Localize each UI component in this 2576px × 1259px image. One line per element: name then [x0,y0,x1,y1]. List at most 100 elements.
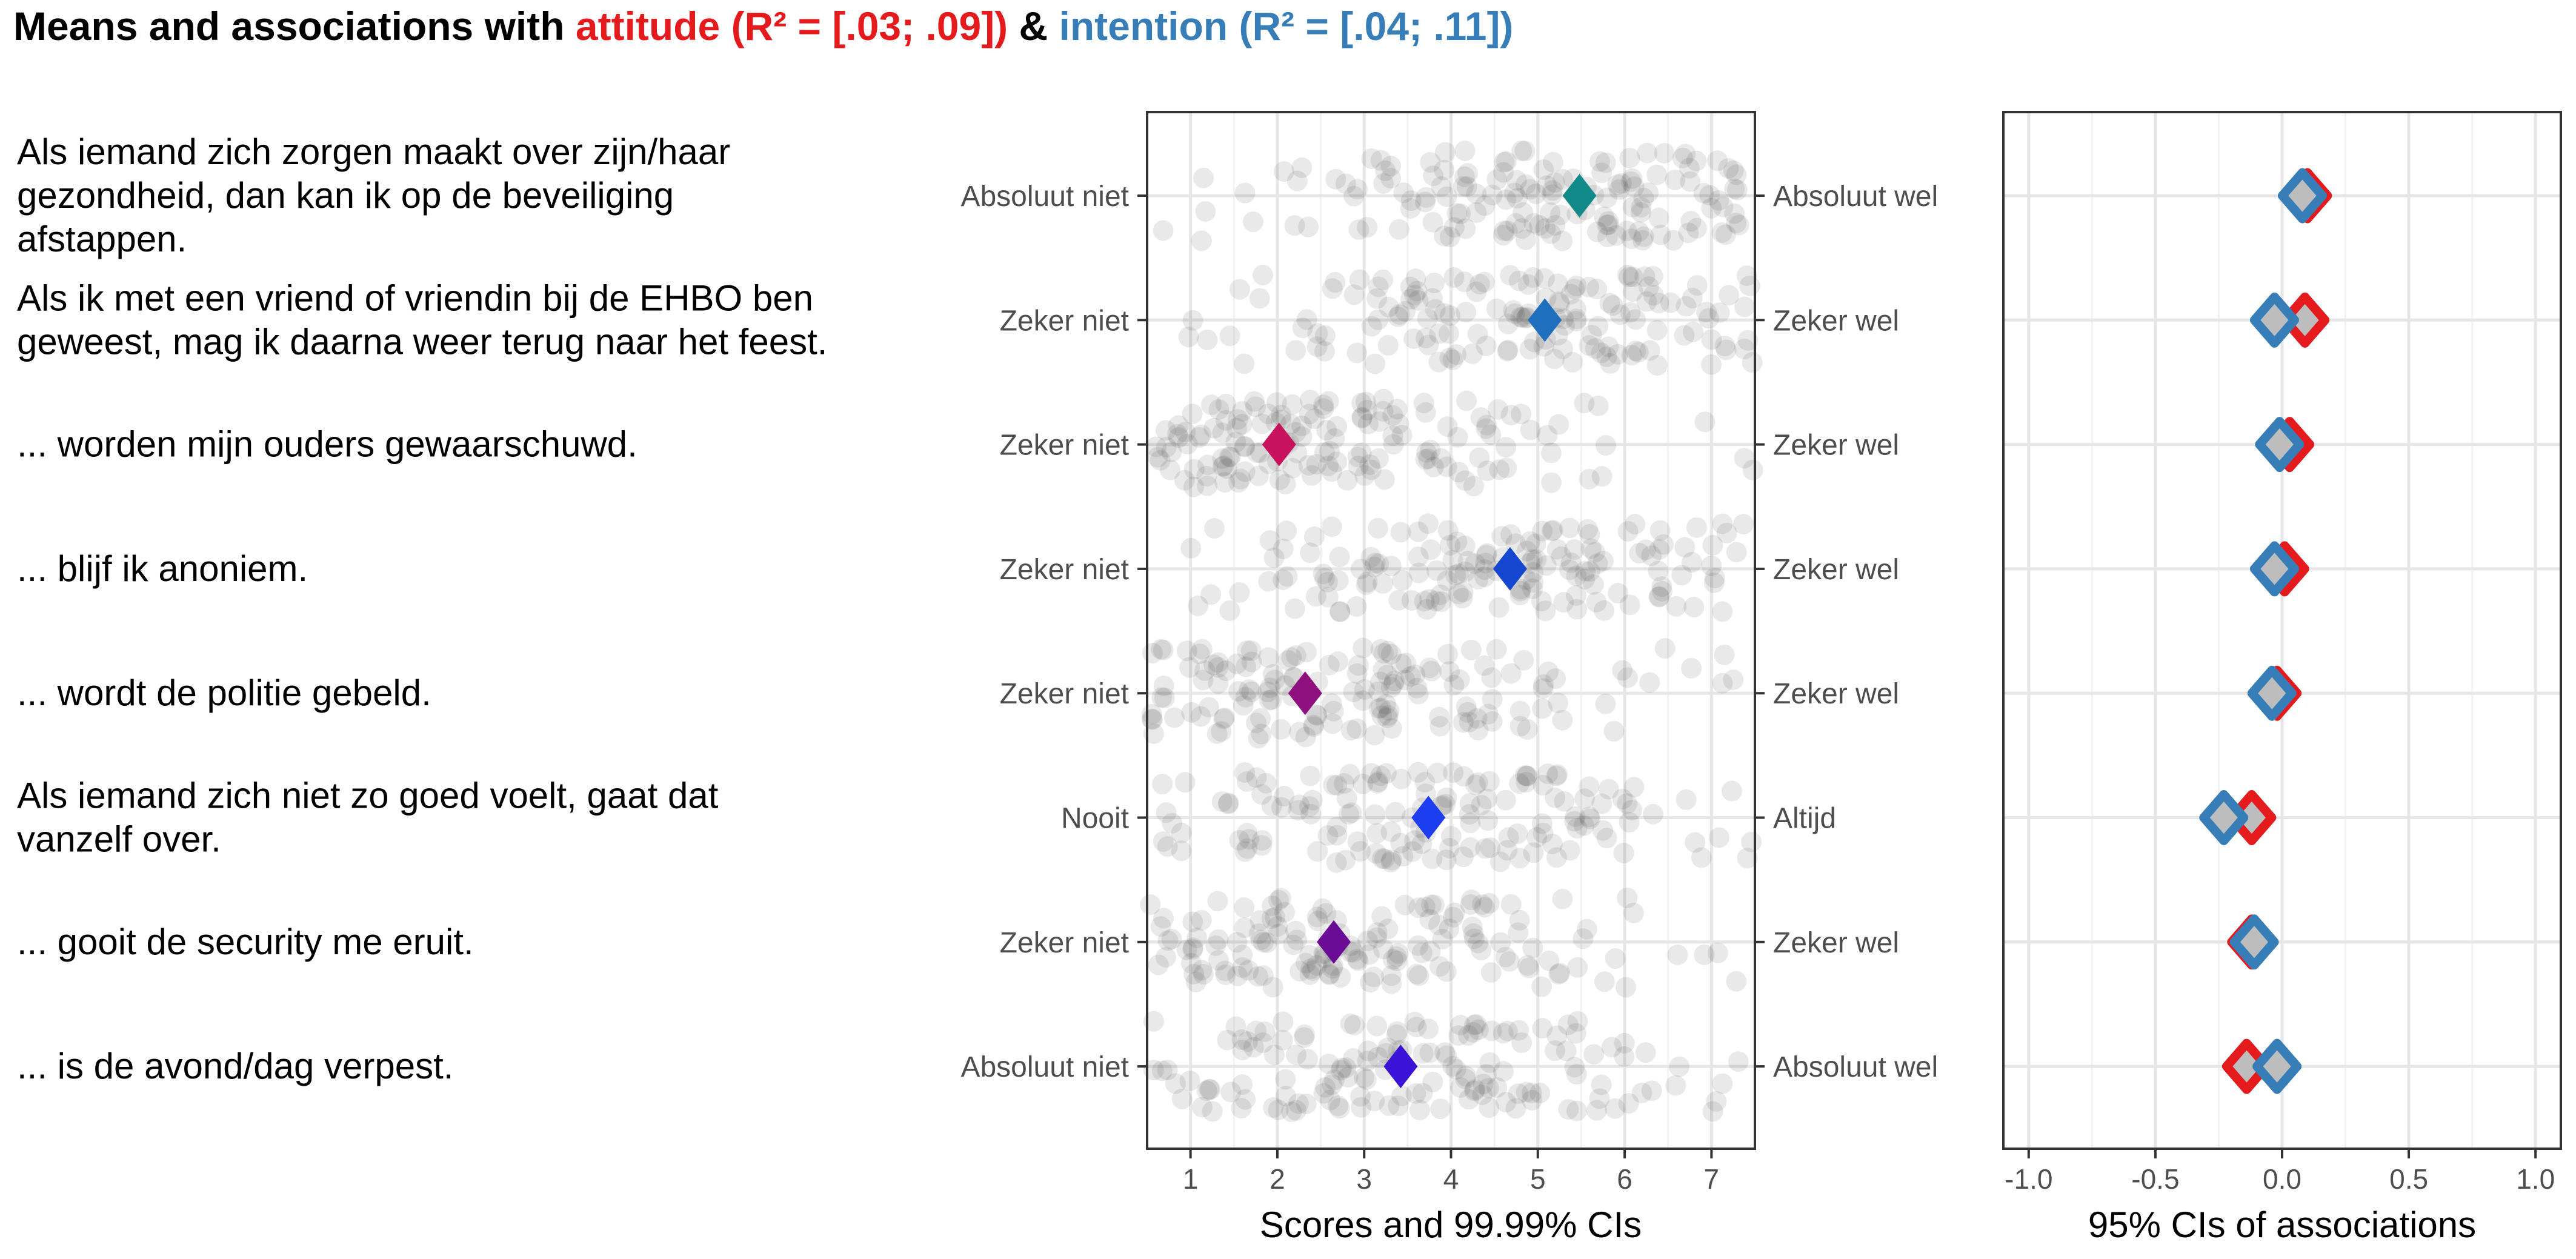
score-point [1348,950,1369,971]
score-point [1199,697,1220,718]
score-point [1231,1029,1253,1050]
score-point [1252,264,1273,285]
score-point [1639,340,1660,361]
score-point [1235,686,1256,708]
score-point [1423,456,1444,477]
score-point [1417,308,1438,329]
score-point [1346,663,1368,684]
score-point [1416,599,1437,620]
score-point [1439,534,1460,556]
score-point [1491,526,1513,547]
score-point [1565,806,1586,827]
score-point [1583,574,1604,595]
score-point [1434,142,1456,163]
score-point [1175,422,1196,443]
score-point [1370,765,1391,786]
score-point [1351,393,1373,414]
score-point [1406,677,1428,699]
score-point [1577,519,1599,540]
score-point [1211,791,1233,812]
left-anchor-label: Nooit [1061,803,1129,835]
score-point [1660,292,1681,313]
score-point [1168,427,1190,448]
score-point [1304,408,1325,430]
score-point [1580,538,1602,559]
score-point [1599,293,1620,314]
score-point [1388,219,1409,240]
score-point [1150,450,1171,471]
score-point [1295,726,1316,748]
score-point [1614,1046,1635,1067]
score-point [1307,911,1328,932]
score-point [1733,514,1754,535]
score-point [1360,972,1381,993]
score-point [1432,928,1453,949]
assoc-axis-label: 95% CIs of associations [2088,1204,2476,1245]
score-point [1619,147,1640,168]
score-point [1474,271,1495,293]
left-anchor-label: Zeker niet [1000,305,1129,337]
score-point [1196,465,1217,487]
score-point [1463,923,1484,944]
score-point [1683,596,1705,617]
score-point [1649,520,1671,541]
title-attitude-r2: (R² = [.03; .09]) [731,4,1008,48]
score-point [1728,214,1749,236]
score-tick-label: 1 [1183,1163,1199,1195]
score-point [1514,141,1536,162]
assoc-ticks: -1.0 -0.5 0.0 0.5 1.0 [2005,1149,2555,1195]
score-point [1559,517,1580,539]
score-point [1200,394,1222,416]
score-point [1276,520,1297,542]
score-point [1449,669,1470,690]
score-point [1694,411,1716,433]
score-point [1562,351,1583,373]
score-point [1273,538,1294,559]
score-point [1443,674,1465,696]
score-point [1542,833,1563,854]
score-point [1155,420,1176,441]
score-point [1208,399,1230,420]
score-point [1157,1059,1178,1080]
score-point [1388,413,1409,434]
score-point [1444,902,1465,923]
score-point [1500,663,1522,684]
score-point [1294,1024,1316,1045]
score-point [1348,219,1370,241]
score-point [1623,777,1645,798]
score-point [1440,305,1461,327]
score-point [1665,169,1686,190]
score-point [1216,393,1237,414]
score-point [1226,653,1248,674]
score-point [1212,456,1233,477]
score-point [1213,708,1234,729]
score-point [1674,325,1695,346]
score-point [1183,963,1205,985]
score-point [1630,202,1651,223]
score-point [1314,340,1335,362]
score-point [1199,1078,1220,1100]
score-point [1234,917,1255,938]
score-point [1549,963,1571,984]
score-point [1420,941,1441,962]
score-point [1434,159,1455,181]
score-point [1541,472,1562,493]
score-point [1370,150,1391,171]
score-point [1235,1089,1256,1110]
score-point [1388,943,1409,964]
score-point [1356,1069,1377,1090]
score-point [1674,537,1696,558]
score-point [1493,162,1514,183]
score-point [1273,569,1294,590]
score-point [1646,164,1668,185]
assoc-marks [2199,168,2332,1094]
score-point [1317,586,1339,608]
score-point [1424,273,1445,294]
score-point [1203,417,1225,439]
intention-diamond [2249,292,2299,348]
score-point [1321,693,1342,714]
score-point [1381,973,1402,994]
score-point [1465,1079,1486,1100]
score-point [1268,890,1289,911]
score-point [1632,230,1654,251]
